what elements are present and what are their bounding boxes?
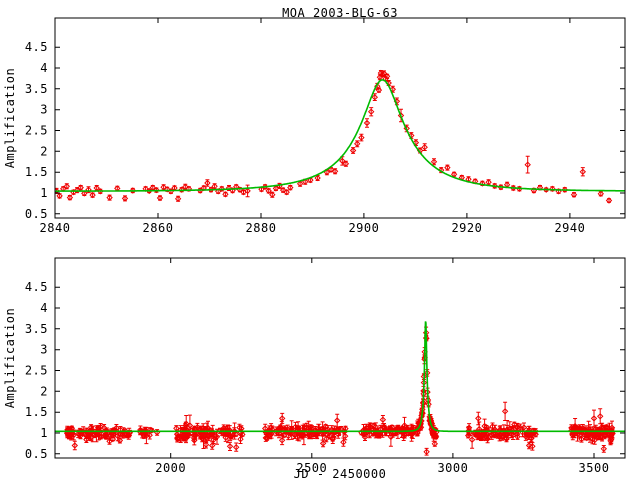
- chart-layer: 2840 2860 2880 2900 2920 2940 0.5 1 1.5 2 2.5 3 3.5 4…: [25, 17, 626, 475]
- x-tick-label: 3000: [437, 461, 468, 475]
- x-tick-label: 2500: [296, 461, 327, 475]
- model-curve: [55, 79, 625, 192]
- y-tick-label: 1.5: [25, 165, 48, 179]
- top-y-axis-label: Amplification: [3, 68, 17, 168]
- y-tick-label: 4.5: [25, 40, 48, 54]
- bottom-panel: 2000 2500 3000 3500 0.5 1 1.5 2 2.5 3 3.5 4 4.5: [25, 257, 626, 475]
- tick-marks: [54, 18, 625, 218]
- x-tick-label: 2920: [451, 221, 482, 235]
- y-tick-label: 4: [40, 61, 48, 75]
- y-tick-label: 2: [40, 384, 48, 398]
- y-tick-label: 3: [40, 343, 48, 357]
- y-tick-label: 1: [40, 186, 48, 200]
- top-panel: 2840 2860 2880 2900 2920 2940 0.5 1 1.5 2 2.5 3 3.5 4…: [25, 17, 626, 235]
- plot-area: [55, 321, 625, 456]
- chart-title: MOA 2003-BLG-63: [282, 6, 398, 20]
- y-tick-label: 1: [40, 426, 48, 440]
- y-tick-label: 3.5: [25, 322, 48, 336]
- axis-box: [54, 17, 626, 219]
- axis-box: [54, 257, 626, 459]
- data-points: [63, 329, 616, 456]
- x-tick-label: 2900: [348, 221, 379, 235]
- x-tick-label: 2860: [143, 221, 174, 235]
- x-tick-label: 2000: [155, 461, 186, 475]
- data-points: [55, 69, 613, 204]
- y-tick-label: 0.5: [25, 207, 48, 221]
- y-tick-label: 2.5: [25, 364, 48, 378]
- error-bars: [55, 70, 611, 203]
- y-tick-label: 3: [40, 103, 48, 117]
- y-tick-label: 0.5: [25, 447, 48, 461]
- y-tick-label: 4.5: [25, 280, 48, 294]
- bottom-y-axis-label: Amplification: [3, 308, 17, 408]
- y-tick-label: 4: [40, 301, 48, 315]
- plot-area: [55, 69, 625, 204]
- y-tick-label: 2.5: [25, 124, 48, 138]
- x-tick-label: 2840: [40, 221, 71, 235]
- y-tick-label: 3.5: [25, 82, 48, 96]
- x-tick-label: 2940: [554, 221, 585, 235]
- model-curve: [55, 321, 625, 433]
- y-tick-label: 2: [40, 144, 48, 158]
- y-tick-label: 1.5: [25, 405, 48, 419]
- x-tick-label: 2880: [246, 221, 277, 235]
- tick-marks: [55, 258, 625, 458]
- x-axis-label: JD - 2450000: [294, 467, 387, 480]
- x-tick-label: 3500: [579, 461, 610, 475]
